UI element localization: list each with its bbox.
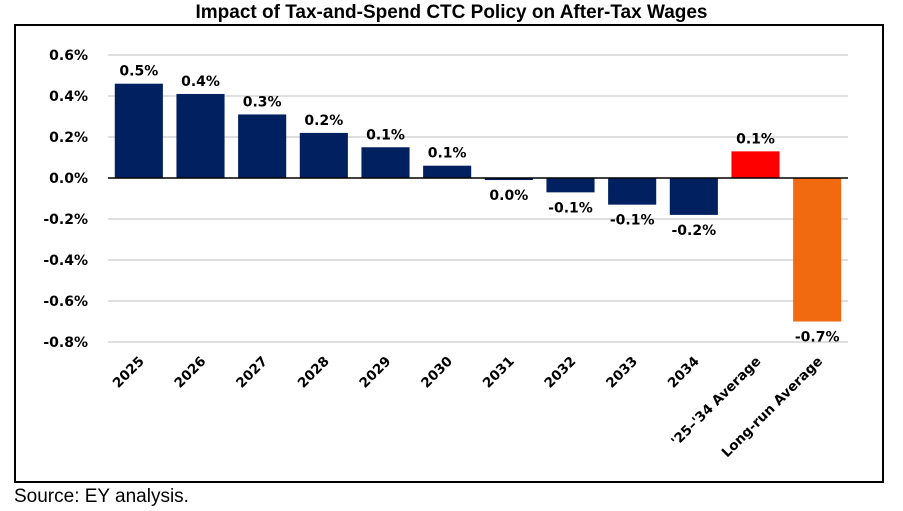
y-tick-label: -0.2% <box>43 212 88 228</box>
data-label: 0.1% <box>736 131 775 147</box>
data-label: 0.2% <box>304 113 343 129</box>
bar-2026 <box>176 93 225 178</box>
y-tick-label: 0.6% <box>49 48 88 64</box>
y-tick-label: -0.6% <box>43 294 88 310</box>
x-tick-label: 2028 <box>295 354 333 392</box>
data-label: -0.1% <box>610 213 655 229</box>
x-tick-label: 2027 <box>233 354 271 392</box>
x-tick-label: 2033 <box>603 354 641 392</box>
bar-2032 <box>546 178 595 193</box>
data-label: 0.3% <box>243 94 282 110</box>
y-tick-label: 0.2% <box>49 130 88 146</box>
data-label: -0.2% <box>672 223 717 239</box>
x-tick-label: 2029 <box>356 354 394 392</box>
bar-2029 <box>361 147 410 178</box>
x-tick-label: 2032 <box>541 354 579 392</box>
x-tick-label: 2031 <box>480 354 518 392</box>
bar--25-34-average <box>731 151 780 178</box>
chart-frame <box>14 24 884 483</box>
x-tick-label: Long-run Average <box>719 354 826 461</box>
y-tick-label: -0.8% <box>43 335 88 351</box>
data-label: -0.7% <box>795 330 840 346</box>
data-label: 0.5% <box>119 64 158 80</box>
data-label: -0.1% <box>548 200 593 216</box>
bars <box>114 83 842 322</box>
x-tick-label: 2034 <box>665 354 703 392</box>
bar-long-run-average <box>793 178 842 322</box>
data-label: 0.1% <box>428 146 467 162</box>
bar-2034 <box>669 178 718 215</box>
y-tick-label: 0.4% <box>49 89 88 105</box>
bar-2025 <box>114 83 163 178</box>
x-tick-label: 2026 <box>171 354 209 392</box>
data-labels: 0.5% 0.4% 0.3% 0.2% 0.1% 0.1% 0.0% -0.1% -0.1% -0… <box>119 64 839 346</box>
y-axis-ticks: 0.6% 0.4% 0.2% 0.0% -0.2% -0.4% -0.6% -0.8% <box>43 48 88 351</box>
x-axis-labels: 2025 2026 2027 2028 2029 2030 2031 2032 2033 2034… <box>110 354 826 461</box>
data-label: 0.4% <box>181 74 220 90</box>
bar-2028 <box>299 132 348 178</box>
y-tick-label: -0.4% <box>43 253 88 269</box>
bar-2031 <box>484 178 533 181</box>
chart-title: Impact of Tax-and-Spend CTC Policy on Af… <box>195 2 708 23</box>
bar-2033 <box>608 178 657 205</box>
bar-2030 <box>423 165 472 178</box>
gridlines <box>108 54 848 343</box>
bar-2027 <box>238 114 287 178</box>
source-note: Source: EY analysis. <box>14 486 189 507</box>
y-tick-label: 0.0% <box>49 171 88 187</box>
data-label: 0.1% <box>366 127 405 143</box>
x-tick-label: 2030 <box>418 354 456 392</box>
data-label: 0.0% <box>489 188 528 204</box>
x-tick-label: 2025 <box>110 354 148 392</box>
